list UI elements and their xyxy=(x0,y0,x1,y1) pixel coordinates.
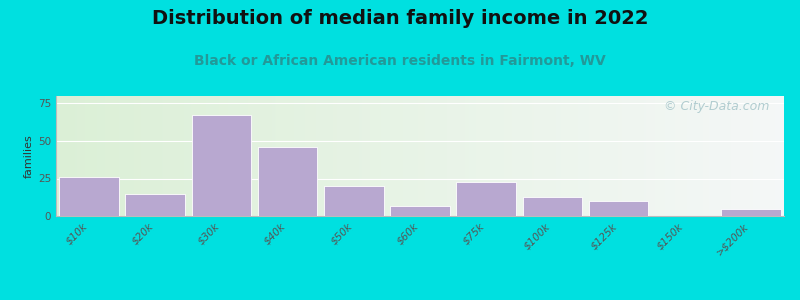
Bar xyxy=(126,194,185,216)
Y-axis label: families: families xyxy=(24,134,34,178)
Text: Black or African American residents in Fairmont, WV: Black or African American residents in F… xyxy=(194,54,606,68)
Bar xyxy=(522,196,582,216)
Bar xyxy=(59,177,119,216)
Bar xyxy=(456,182,516,216)
Text: Distribution of median family income in 2022: Distribution of median family income in … xyxy=(152,9,648,28)
Text: © City-Data.com: © City-Data.com xyxy=(664,100,770,112)
Bar xyxy=(721,208,781,216)
Bar xyxy=(589,201,648,216)
Bar xyxy=(192,116,251,216)
Bar xyxy=(258,147,318,216)
Bar xyxy=(324,186,384,216)
Bar xyxy=(390,206,450,216)
